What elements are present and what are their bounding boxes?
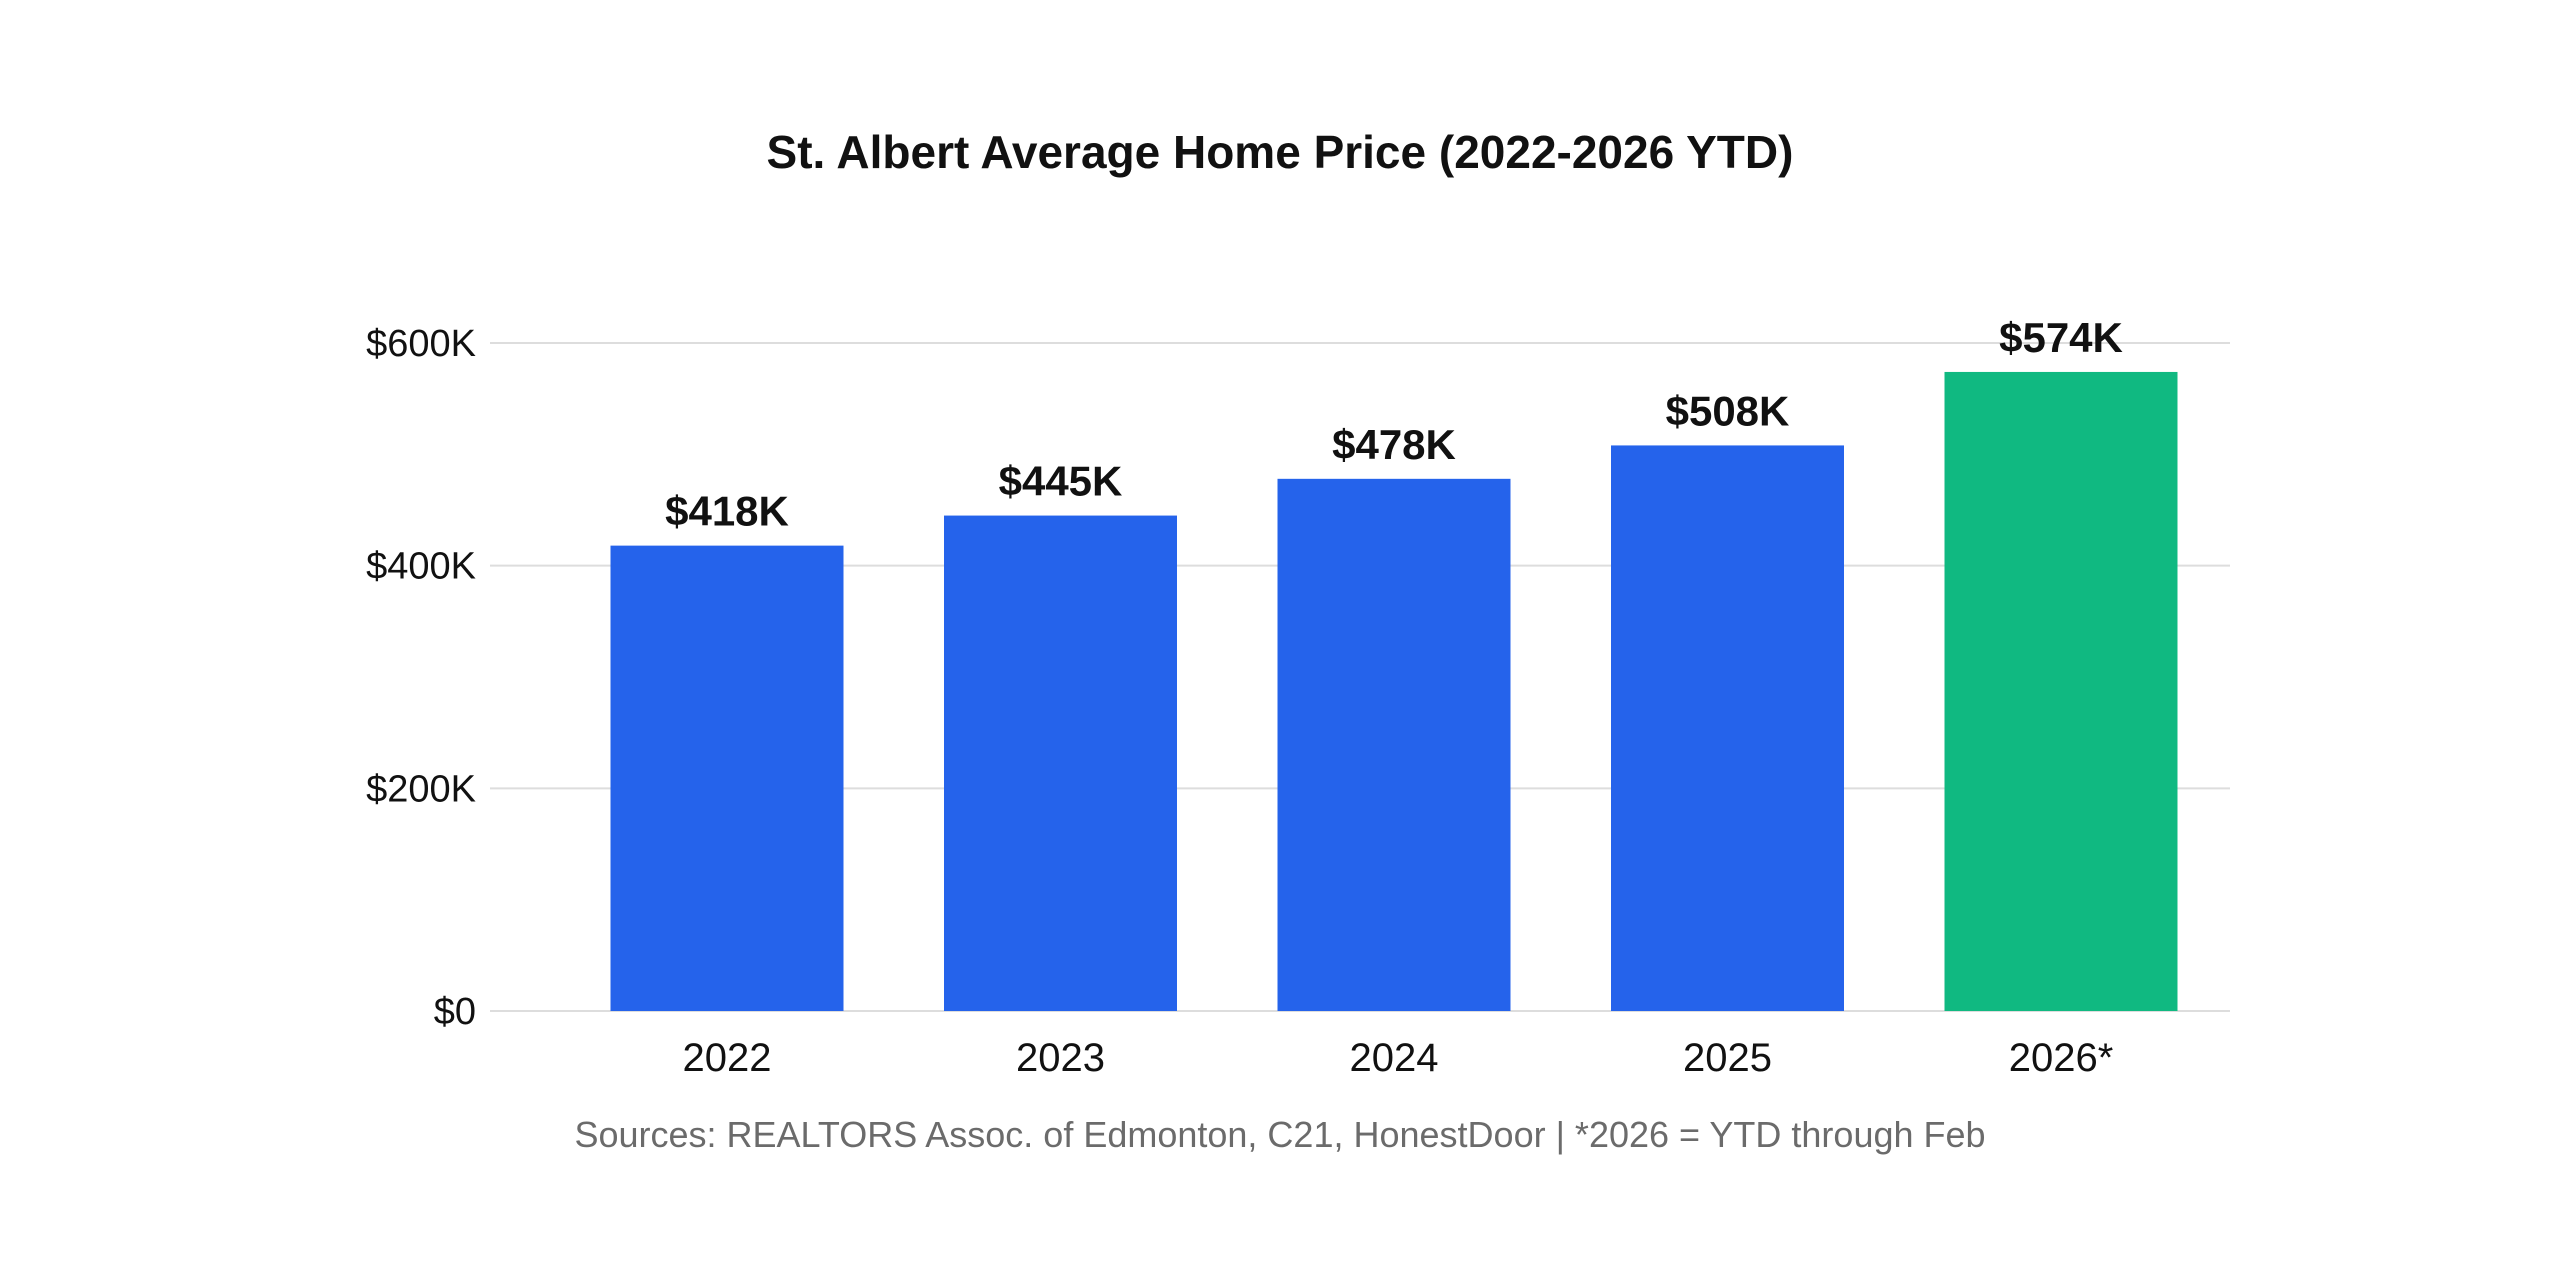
y-tick-label: $0 (434, 991, 476, 1033)
x-axis-ticks: 2022 2023 2024 2025 2026* (683, 1036, 2114, 1080)
data-label: $445K (999, 458, 1123, 505)
bars (610, 371, 2178, 1012)
x-tick-label: 2022 (683, 1036, 772, 1080)
x-tick-label: 2025 (1683, 1036, 1772, 1080)
data-label: $508K (1666, 387, 1790, 434)
data-label: $478K (1332, 421, 1456, 468)
y-tick-label: $400K (366, 546, 476, 588)
bar (1944, 371, 2178, 1011)
y-axis-ticks: $0 $200K $400K $600K (366, 323, 476, 1033)
bar (610, 545, 844, 1011)
data-label: $574K (1999, 314, 2123, 361)
x-tick-label: 2024 (1350, 1036, 1439, 1080)
y-tick-label: $200K (366, 768, 476, 810)
data-label: $418K (665, 488, 789, 535)
bar (944, 515, 1177, 1011)
y-tick-label: $600K (366, 323, 476, 365)
chart-title: St. Albert Average Home Price (2022-2026… (767, 126, 1794, 178)
x-tick-label: 2026* (2009, 1036, 2114, 1080)
bar (1611, 445, 1844, 1012)
data-labels: $418K $445K $478K $508K $574K (665, 314, 2123, 535)
bar (1277, 478, 1511, 1011)
source-note: Sources: REALTORS Assoc. of Edmonton, C2… (574, 1114, 1985, 1155)
x-tick-label: 2023 (1016, 1036, 1105, 1080)
